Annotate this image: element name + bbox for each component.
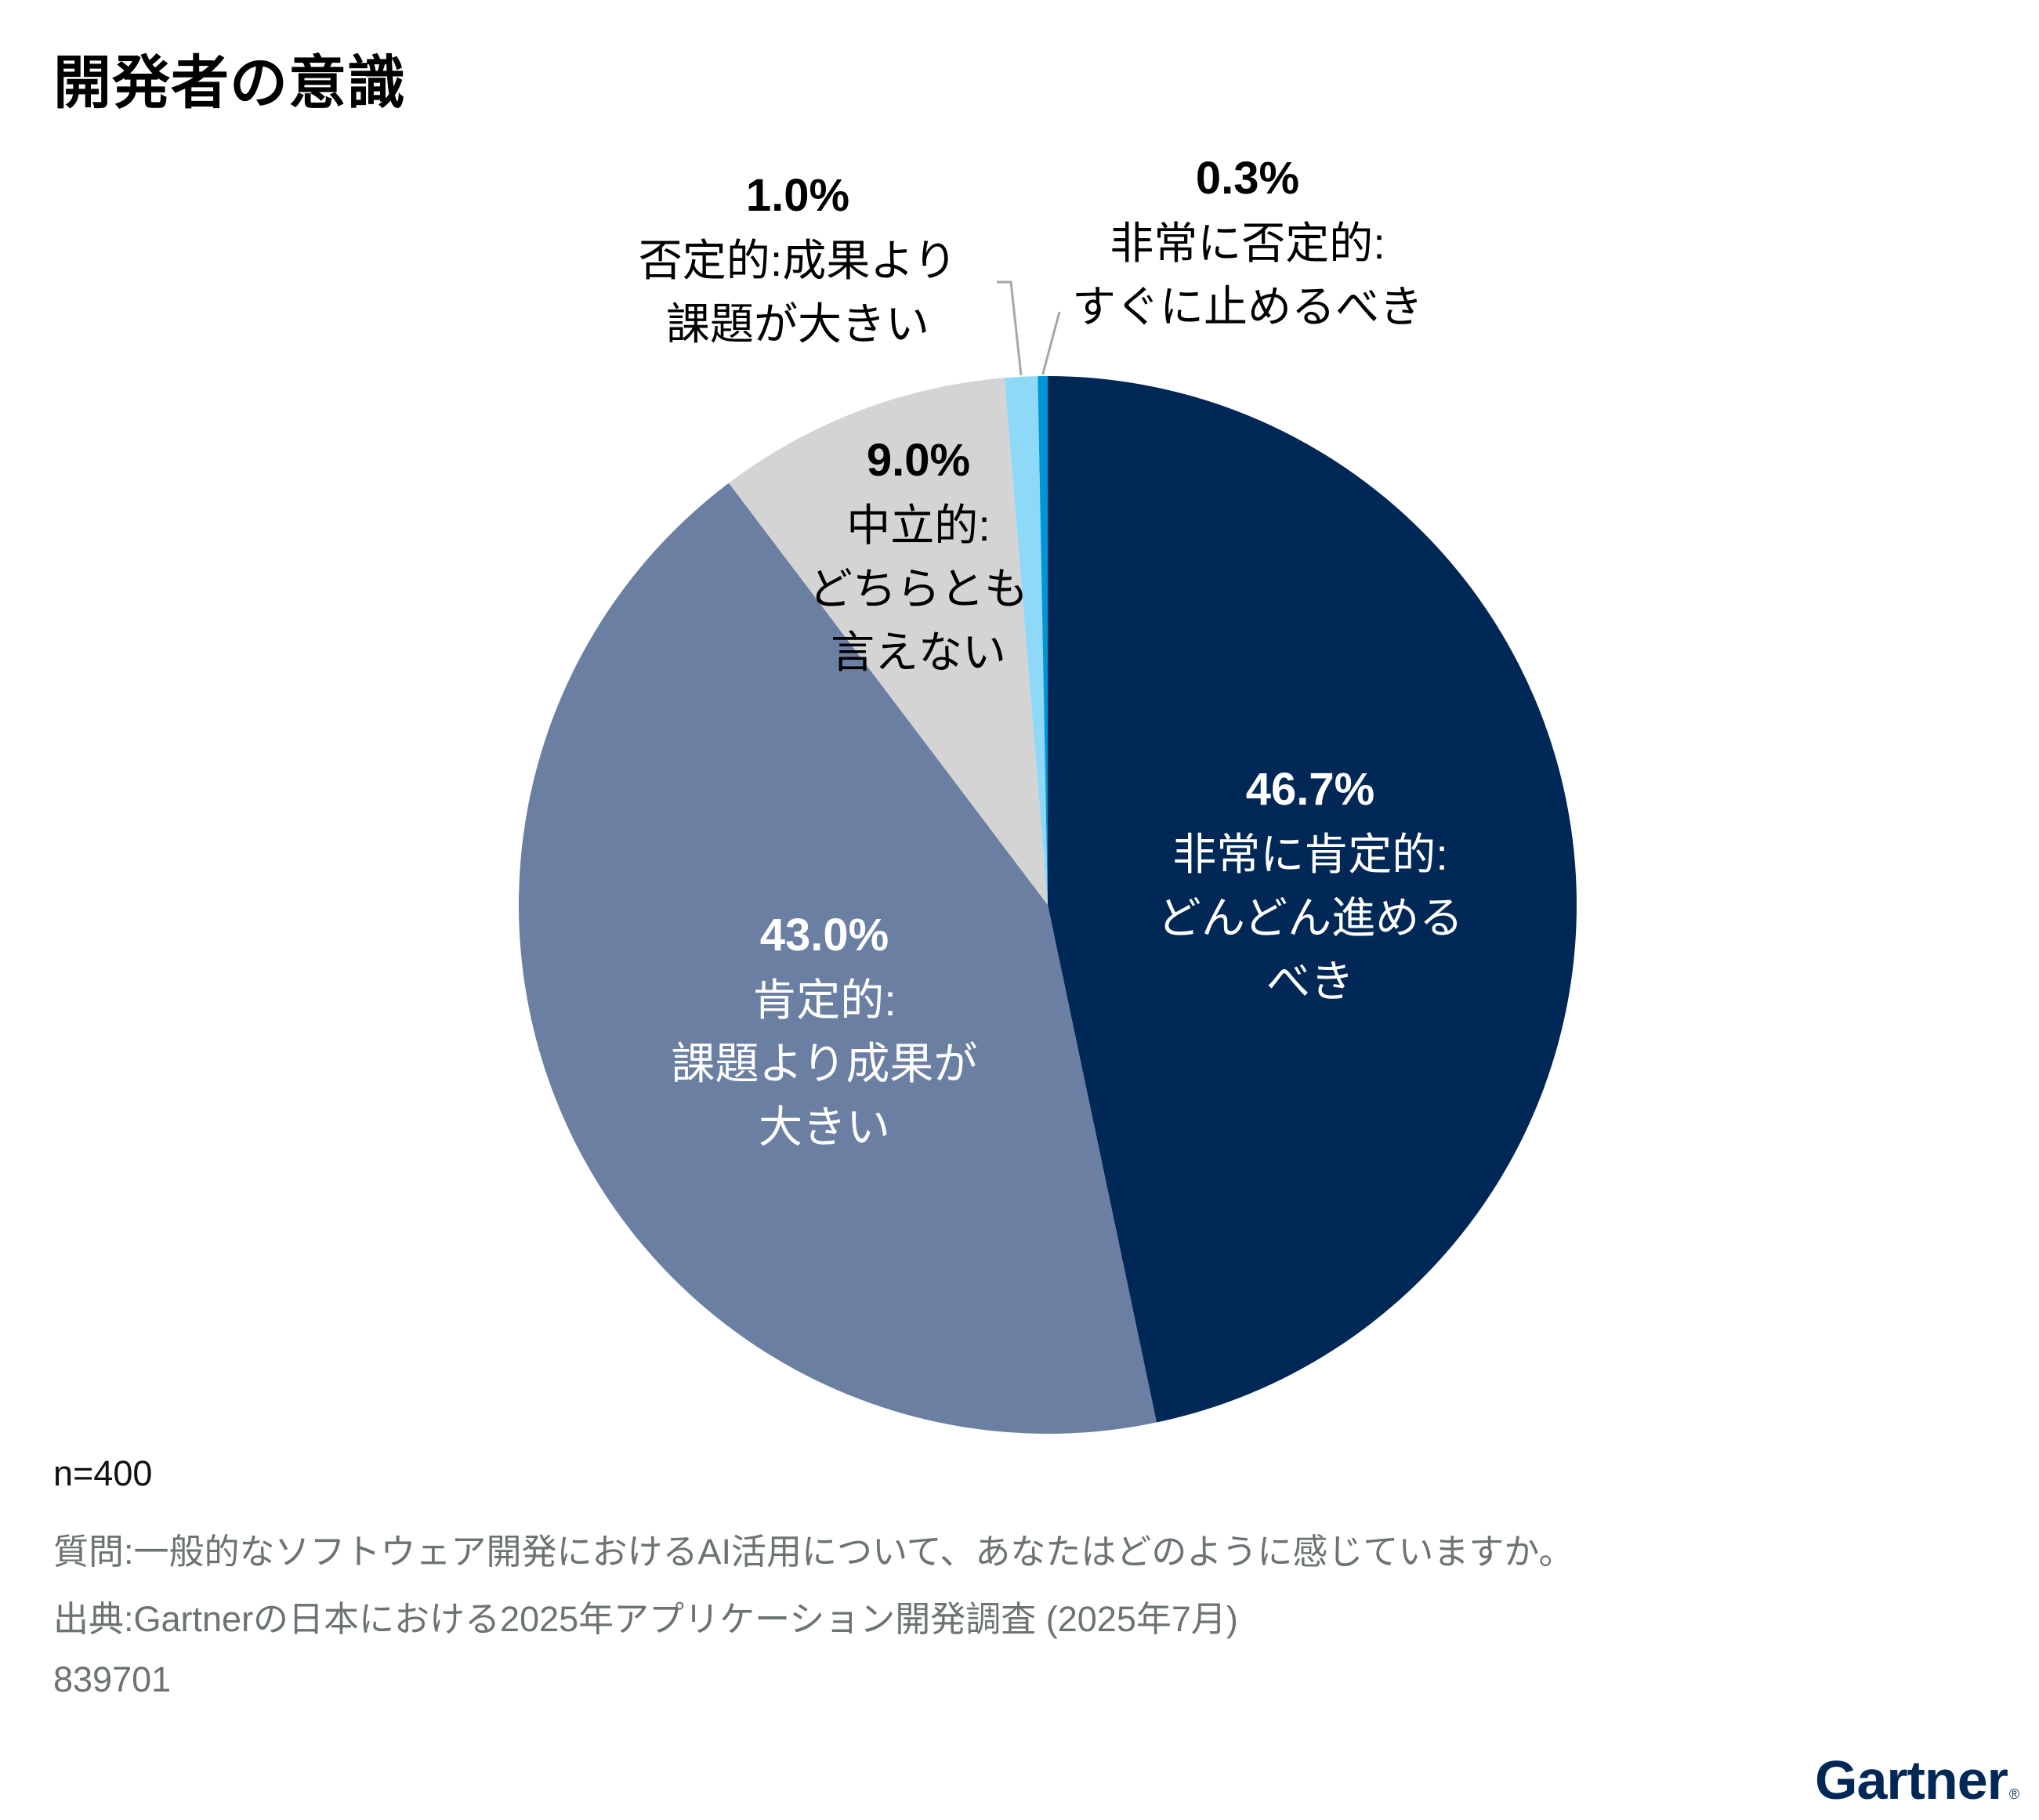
slice-text-line: 課題が大きい	[665, 299, 929, 349]
slice-text-line: 大きい	[758, 1102, 890, 1152]
gartner-logo: Gartner ®	[1815, 1749, 2019, 1811]
slice-text-line: すぐに止めるべき	[1072, 282, 1423, 332]
slice-text-line: 非常に否定的:	[1110, 219, 1385, 269]
pie-slice-very-negative	[1038, 376, 1048, 905]
sample-size: n=400	[53, 1453, 153, 1493]
slice-label-positive: 43.0% 肯定的: 課題より成果が 大きい	[672, 903, 978, 1160]
pie-slice-negative	[1004, 376, 1048, 906]
chart-title: 開発者の意識	[53, 50, 406, 115]
slice-percent: 0.3%	[1195, 153, 1300, 204]
slice-label-neutral: 9.0% 中立的: どちらとも 言えない	[809, 428, 1028, 685]
survey-question: 質問:一般的なソフトウェア開発におけるAI活用について、あなたはどのように感じて…	[53, 1532, 1574, 1572]
registered-mark: ®	[2008, 1786, 2019, 1802]
slice-text-line: どんどん進める	[1157, 893, 1464, 943]
slice-text-line: べき	[1266, 957, 1354, 1007]
logo-text: Gartner	[1815, 1749, 2008, 1811]
slice-percent: 1.0%	[745, 170, 850, 221]
slice-label-very-positive: 46.7% 非常に肯定的: どんどん進める べき	[1157, 757, 1463, 1014]
slice-text-line: 言えない	[831, 628, 1006, 678]
leader-line-negative	[997, 280, 1023, 376]
slice-label-negative: 1.0% 否定的:成果より 課題が大きい	[639, 163, 957, 356]
slice-text-line: 非常に肯定的:	[1172, 830, 1448, 880]
document-id: 839701	[53, 1659, 172, 1699]
pie-slice-neutral	[729, 378, 1048, 905]
leader-line-very-negative	[1041, 311, 1061, 375]
slice-text-line: どちらとも	[809, 564, 1028, 614]
slice-text-line: 中立的:	[846, 501, 991, 551]
slice-percent: 46.7%	[1245, 764, 1375, 815]
slice-text-line: 否定的:成果より	[638, 236, 958, 286]
pie-slice-very-positive	[1048, 376, 1577, 1423]
source-note: 出典:Gartnerの日本における2025年アプリケーション開発調査 (2025…	[53, 1599, 1238, 1639]
slice-percent: 9.0%	[866, 435, 971, 486]
pie-slice-positive	[518, 483, 1157, 1435]
slice-text-line: 課題より成果が	[671, 1039, 978, 1089]
slice-text-line: 肯定的:	[752, 975, 896, 1026]
slice-label-very-negative: 0.3% 非常に否定的: すぐに止めるべき	[1072, 146, 1423, 338]
slice-percent: 43.0%	[759, 910, 889, 961]
